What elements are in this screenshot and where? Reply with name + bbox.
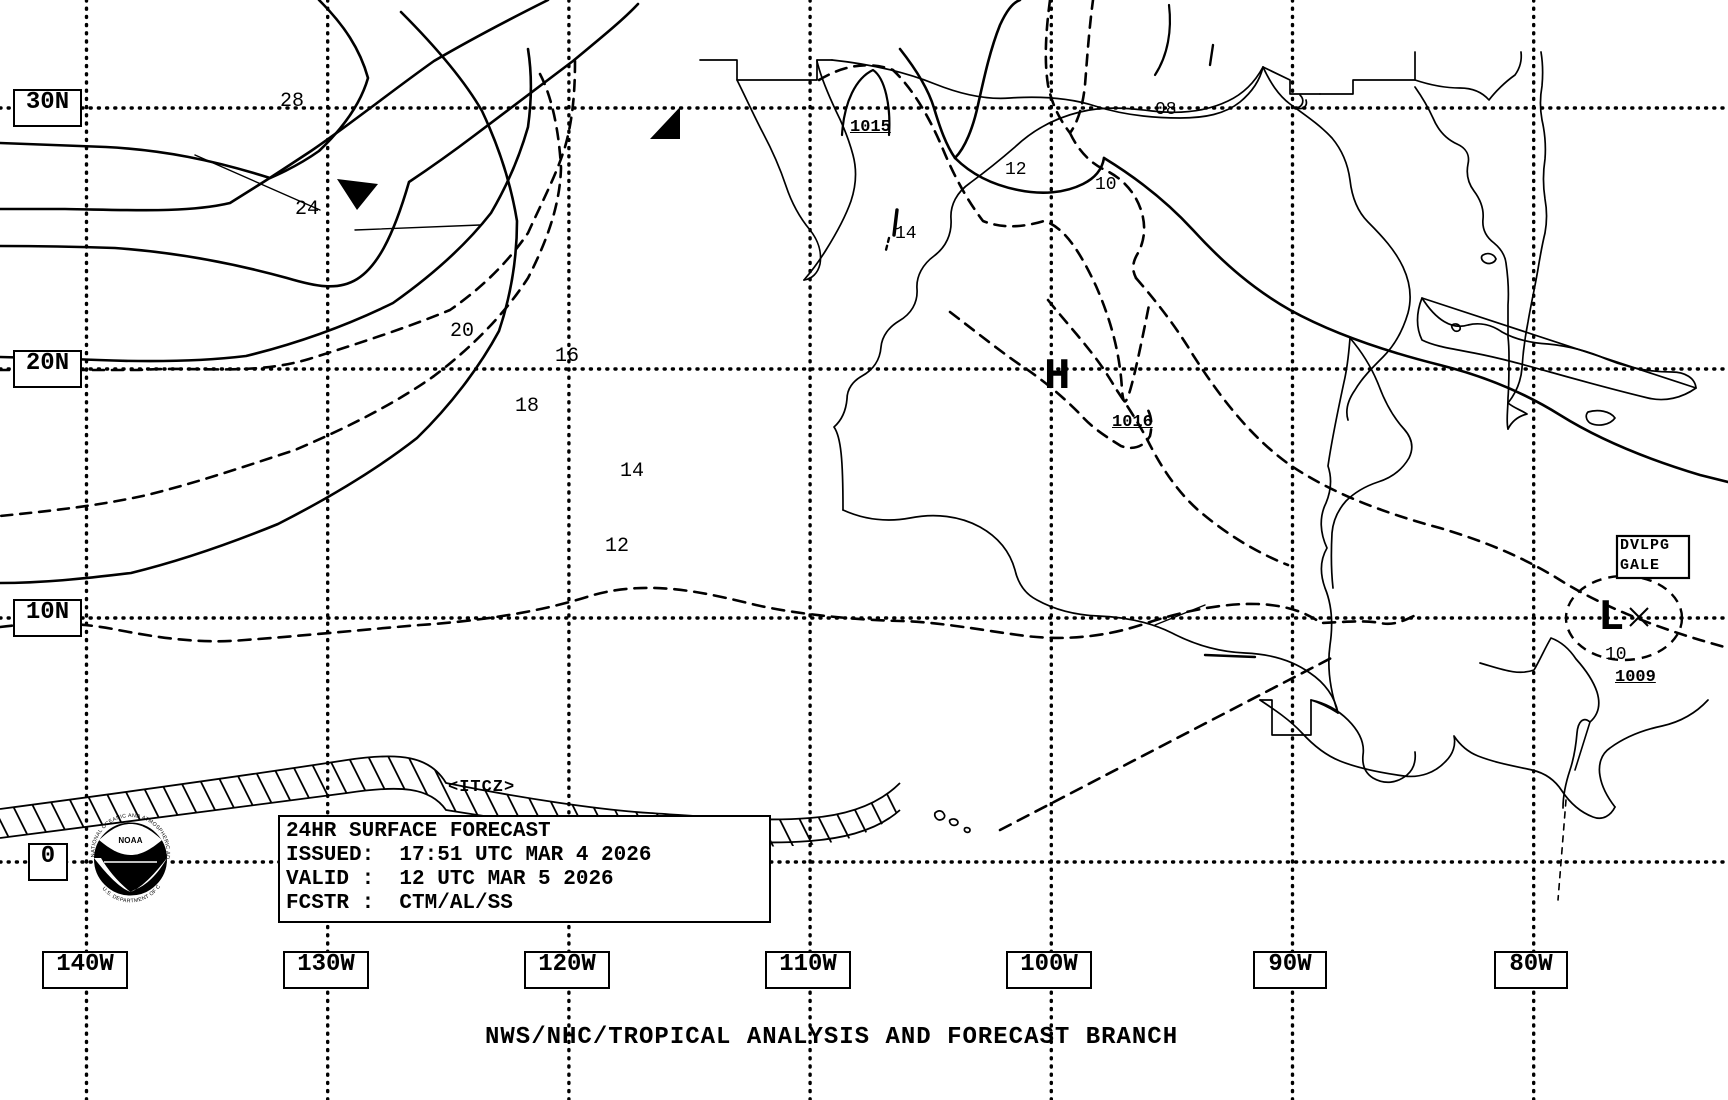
svg-text:NATIONAL OCEANIC AND ATMOSPHER: NATIONAL OCEANIC AND ATMOSPHERIC ADMINIS…: [0, 0, 171, 860]
svg-text:NOAA: NOAA: [118, 836, 142, 845]
svg-text:U.S. DEPARTMENT OF COMMERCE: U.S. DEPARTMENT OF COMMERCE: [0, 0, 162, 904]
